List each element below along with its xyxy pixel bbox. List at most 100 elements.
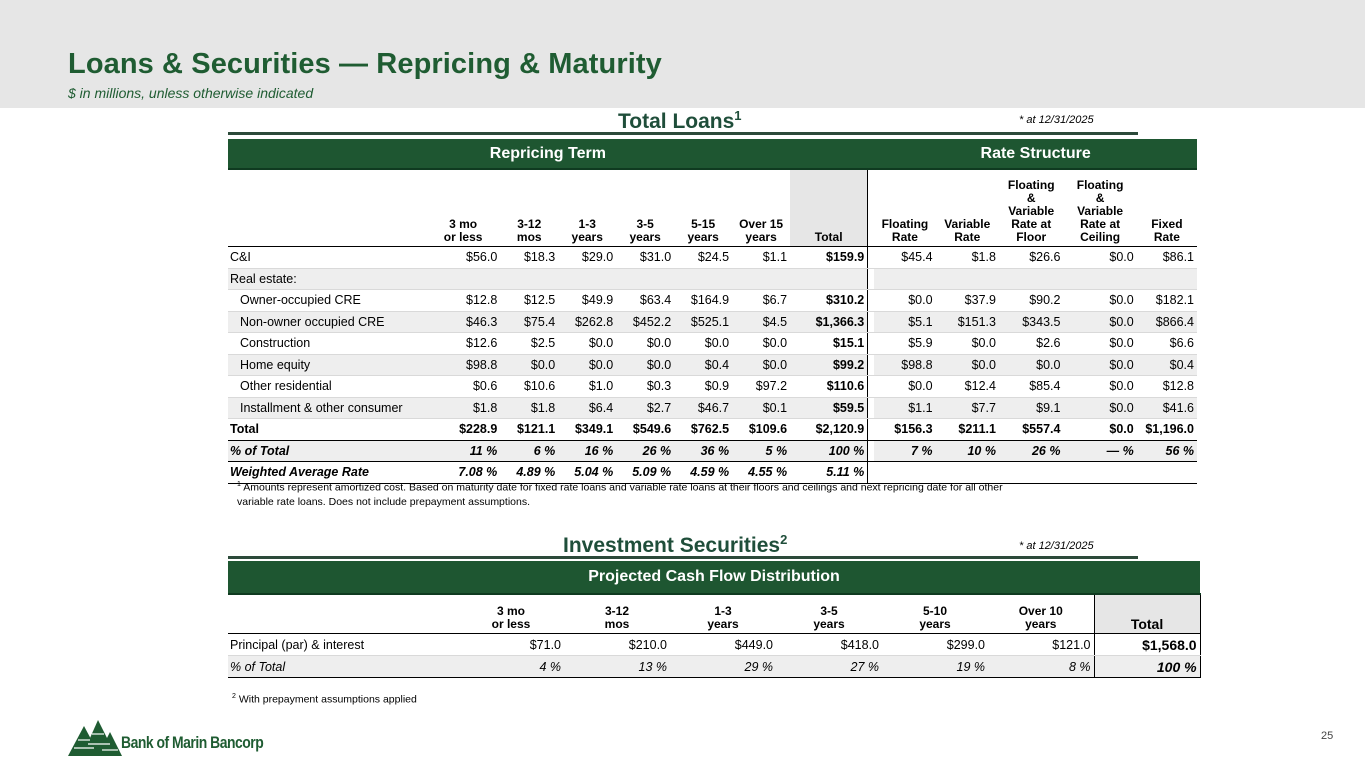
table-row: Other residential $0.6 $10.6 $1.0 $0.3 $0.9 $9… [228,375,1197,398]
term-cell [674,268,733,290]
term-cell: 4.89 % [500,461,559,484]
term-cell [558,268,617,290]
term-cell: $56.0 [425,246,501,269]
rate-cell [1136,461,1197,484]
gap-cell [867,332,875,355]
row-label: % of Total [228,440,426,462]
term-cell: $75.4 [500,311,559,333]
row-label: Real estate: [228,268,426,290]
term-cell: $0.4 [674,354,733,376]
rate-cell [935,461,999,484]
table-row: Construction $12.6 $2.5 $0.0 $0.0 $0.0 $0.0 $15… [228,332,1197,355]
rate-cell: $9.1 [998,397,1064,419]
total-row: Total $228.9 $121.1 $349.1 $549.6 $762.5 $109.… [228,418,1197,441]
rate-cell: $0.0 [1063,332,1137,355]
rate-cell: $0.0 [1063,289,1137,312]
term-cell: 16 % [558,440,617,462]
rate-cell: $866.4 [1136,311,1197,333]
term-cell: $31.0 [616,246,675,269]
rate-cell: $12.4 [935,375,999,398]
term-cell: $525.1 [674,311,733,333]
row-total-cell: 5.11 % [790,461,869,484]
term-cell: $12.6 [425,332,501,355]
loans-total-column-header: Total [790,169,869,247]
term-cell: $549.6 [616,418,675,441]
table-row: Home equity $98.8 $0.0 $0.0 $0.0 $0.4 $0.0 $99.… [228,354,1197,376]
row-label: Principal (par) & interest [228,633,458,656]
row-total-cell: $15.1 [790,332,869,355]
securities-term-column-header: Over 10 years [988,594,1094,634]
row-total-cell: $1,366.3 [790,311,869,333]
term-cell: $0.0 [558,332,617,355]
securities-total-column-header: Total [1093,594,1201,634]
rate-cell: $156.3 [874,418,936,441]
rate-cell: $0.0 [1063,311,1137,333]
row-total-cell: $1,568.0 [1093,633,1201,656]
term-cell [425,268,501,290]
rate-cell: $211.1 [935,418,999,441]
term-cell: $1.8 [425,397,501,419]
row-total-cell: $159.9 [790,246,869,269]
gap-cell [867,375,875,398]
securities-as-of: * at 12/31/2025 [1019,540,1094,552]
rate-cell: $0.0 [1063,246,1137,269]
term-cell: 19 % [882,655,988,678]
term-cell: 6 % [500,440,559,462]
row-label: Other residential [228,375,426,398]
term-cell [732,268,791,290]
rate-cell: 26 % [998,440,1064,462]
securities-term-column-header: 3-12 mos [564,594,670,634]
term-cell: 26 % [616,440,675,462]
loans-term-column-header: 1-3 years [558,169,617,247]
rate-cell: 56 % [1136,440,1197,462]
table-row: % of Total 4 % 13 % 29 % 27 % 19 % 8 % 100 % [228,655,1201,678]
term-cell: $121.1 [500,418,559,441]
row-total-cell: $310.2 [790,289,869,312]
rate-cell [998,268,1064,290]
term-cell: $46.3 [425,311,501,333]
securities-section-title: Investment Securities2 [563,532,788,557]
term-cell: $0.0 [500,354,559,376]
term-cell: $18.3 [500,246,559,269]
term-cell: $299.0 [882,633,988,656]
term-cell: $0.1 [732,397,791,419]
row-total-cell: $110.6 [790,375,869,398]
securities-term-column-header: 5-10 years [882,594,988,634]
header-band [0,0,1365,108]
term-cell: $49.9 [558,289,617,312]
loans-rate-column-header: Floating & Variable Rate at Floor [998,169,1064,247]
loans-term-column-header: 3-5 years [616,169,675,247]
term-cell: 11 % [425,440,501,462]
rate-cell: $0.0 [874,289,936,312]
term-cell: 5.09 % [616,461,675,484]
rate-cell [1063,461,1137,484]
row-total-cell: 100 % [1093,655,1201,678]
term-cell: 4.59 % [674,461,733,484]
page-number: 25 [1321,730,1334,742]
header-gap [867,169,875,247]
term-cell: $10.6 [500,375,559,398]
loans-rate-column-header: Fixed Rate [1136,169,1197,247]
term-cell: $6.4 [558,397,617,419]
securities-term-column-header: 1-3 years [670,594,776,634]
term-cell: $349.1 [558,418,617,441]
securities-label-header [228,594,458,634]
gap-cell [867,418,875,441]
rate-cell: $557.4 [998,418,1064,441]
securities-column-headers: 3 mo or less 3-12 mos 1-3 years 3-5 years 5-10 ye… [228,594,1201,634]
gap-cell [867,311,875,333]
row-total-cell: $59.5 [790,397,869,419]
rate-cell [1136,268,1197,290]
term-cell: $164.9 [674,289,733,312]
rate-cell [874,461,936,484]
loans-term-column-header: Over 15 years [732,169,791,247]
loans-rate-column-header: Floating Rate [874,169,936,247]
rate-cell: $86.1 [1136,246,1197,269]
table-row: Real estate: [228,268,1197,290]
row-label: Non-owner occupied CRE [228,311,426,333]
rate-cell: $0.0 [1063,418,1137,441]
term-cell: $0.3 [616,375,675,398]
securities-term-column-header: 3 mo or less [458,594,564,634]
percent-of-total-row: % of Total 11 % 6 % 16 % 26 % 36 % 5 % 100 % 7 %… [228,440,1197,462]
securities-term-column-header: 3-5 years [776,594,882,634]
